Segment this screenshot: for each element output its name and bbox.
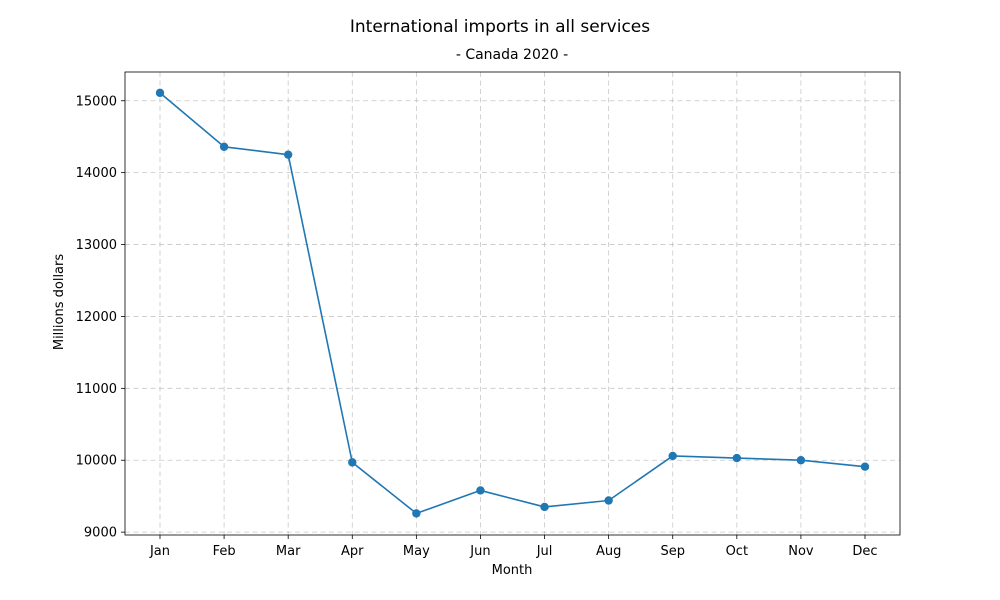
data-point: [604, 496, 613, 505]
x-tick-label: Sep: [660, 544, 685, 559]
y-axis-label: Millions dollars: [52, 254, 67, 351]
data-point: [283, 150, 293, 159]
x-axis: Jan Feb Mar Apr May Jun Jul Aug Sep Oct Nov Dec: [149, 535, 878, 559]
x-tick-label: Nov: [788, 544, 814, 559]
y-tick-label: 14000: [76, 166, 117, 181]
x-tick-label: Jan: [149, 544, 170, 559]
x-tick-label: May: [403, 544, 430, 559]
x-tick-label: Oct: [726, 544, 748, 559]
chart-subtitle: - Canada 2020 -: [456, 47, 568, 63]
x-tick-label: Apr: [341, 544, 364, 559]
data-point: [668, 451, 677, 461]
data-point: [540, 502, 549, 512]
x-tick-label: Mar: [276, 544, 301, 559]
x-tick-label: Dec: [852, 544, 877, 559]
y-tick-label: 13000: [76, 238, 117, 253]
data-point: [348, 458, 357, 467]
chart-title: International imports in all services: [350, 17, 650, 37]
series-group: [155, 88, 870, 518]
data-point: [155, 88, 165, 98]
x-axis-label: Month: [492, 563, 533, 578]
data-point: [476, 486, 485, 495]
y-tick-label: 12000: [76, 310, 117, 325]
x-tick-label: Aug: [596, 544, 621, 559]
x-tick-label: Jun: [469, 544, 490, 559]
x-tick-label: Jul: [536, 544, 553, 559]
y-axis: 9000 10000 11000 12000 13000 14000 15000: [76, 94, 125, 541]
data-point: [860, 462, 870, 471]
y-tick-label: 11000: [76, 382, 117, 397]
data-point: [796, 456, 806, 465]
y-tick-label: 15000: [76, 94, 117, 109]
data-point: [219, 142, 229, 151]
data-point: [412, 509, 421, 518]
y-tick-label: 10000: [76, 454, 117, 469]
data-point: [732, 453, 742, 463]
series-line: [159, 92, 866, 515]
y-tick-label: 9000: [84, 526, 117, 541]
grid-lines: [125, 72, 900, 535]
x-tick-label: Feb: [213, 544, 236, 559]
plot-frame: [124, 71, 901, 536]
